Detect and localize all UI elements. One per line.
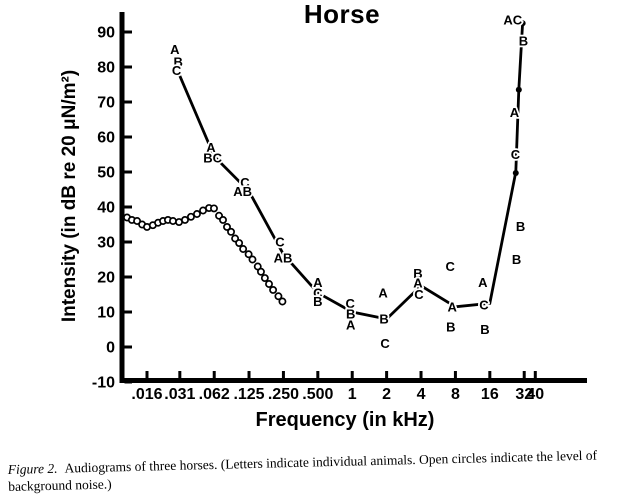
- noise-circle: [210, 204, 218, 213]
- audiogram-plot: 90 80 70 60 50 40 30 20 10 0 -10 .016.031.062.125.2…: [92, 11, 587, 403]
- animal-letter-c: C: [380, 336, 390, 351]
- animal-letter-c: C: [240, 175, 250, 190]
- animal-letter-ab: AB: [274, 250, 293, 265]
- x-tick-label: 1: [348, 386, 357, 403]
- y-tick-label: 80: [97, 60, 115, 77]
- x-tick-label: .250: [268, 386, 299, 403]
- animal-letter-b: B: [313, 294, 322, 309]
- y-tick-label: -10: [92, 375, 115, 392]
- x-tick-label: .062: [199, 386, 230, 403]
- animal-letter-a: A: [413, 275, 423, 290]
- animal-letter-b: B: [446, 320, 455, 335]
- x-tick-label: 8: [451, 386, 460, 403]
- x-tick-label: .031: [164, 386, 195, 403]
- noise-circle: [181, 215, 189, 224]
- animal-letter-a: A: [378, 285, 388, 300]
- animal-letter-c: C: [275, 235, 285, 250]
- y-tick-label: 50: [97, 165, 115, 182]
- noise-circle: [227, 227, 235, 236]
- animal-letter-c: C: [479, 298, 489, 313]
- animal-letter-a: A: [170, 42, 180, 57]
- x-tick-label: .125: [233, 386, 264, 403]
- noise-circle: [265, 280, 273, 288]
- noise-circle: [133, 217, 142, 225]
- y-tick-label: 0: [106, 340, 115, 357]
- y-tick-label: 70: [97, 95, 115, 112]
- animal-letter-b: B: [174, 54, 183, 69]
- chart-title: Horse: [303, 0, 381, 29]
- animal-letter-a: A: [478, 275, 488, 290]
- threshold-curve: [178, 23, 524, 321]
- animal-letter-b: B: [346, 306, 355, 321]
- animal-letter-b: B: [480, 322, 489, 337]
- curve-dot: [512, 170, 519, 177]
- y-tick-label: 90: [97, 25, 115, 42]
- x-tick-label: 32: [515, 386, 533, 403]
- x-tick-label: 4: [417, 386, 426, 403]
- noise-circle: [244, 250, 253, 259]
- animal-letter-c: C: [445, 259, 455, 274]
- y-tick-label: 40: [97, 200, 115, 217]
- animal-letter-c: C: [414, 287, 424, 302]
- noise-circle: [239, 245, 248, 253]
- noise-circle: [235, 239, 244, 247]
- noise-circle: [248, 255, 257, 264]
- animal-letter-a: A: [510, 105, 520, 120]
- x-axis-label: Frequency (in kHz): [255, 409, 435, 431]
- animal-letter-c: C: [313, 285, 323, 300]
- figure-caption-text: Audiograms of three horses. (Letters ind…: [8, 447, 598, 494]
- x-tick-label: 16: [481, 386, 499, 403]
- noise-circle: [260, 274, 269, 282]
- animal-letter-bc: BC: [203, 151, 222, 166]
- noise-circle: [187, 212, 195, 221]
- x-tick-label: 2: [382, 386, 391, 403]
- noise-circle: [193, 210, 201, 218]
- x-tick-label: 40: [526, 386, 544, 403]
- animal-letter-a: A: [206, 140, 216, 155]
- noise-circle: [257, 267, 265, 276]
- animal-letter-b: B: [516, 219, 525, 234]
- animal-letter-b: B: [519, 33, 528, 48]
- curve-dot: [519, 20, 526, 27]
- y-tick-label: 30: [97, 235, 115, 252]
- animal-letter-c: C: [511, 147, 521, 162]
- animal-letter-ab: AB: [233, 184, 252, 199]
- y-tick-label: 20: [97, 270, 115, 287]
- noise-circle: [269, 286, 278, 294]
- animal-letter-ac: AC: [503, 12, 522, 27]
- figure-caption-label: Figure 2.: [7, 460, 58, 478]
- curve-dot: [515, 86, 522, 93]
- noise-circle: [223, 222, 231, 231]
- x-tick-label: .016: [131, 386, 162, 403]
- animal-letter-a: A: [313, 275, 323, 290]
- noise-circle: [169, 217, 177, 225]
- y-tick-label: 60: [97, 130, 115, 147]
- noise-circle: [219, 215, 227, 224]
- y-tick-label: 10: [97, 305, 115, 322]
- figure-caption: Figure 2. Audiograms of three horses. (Le…: [8, 446, 634, 495]
- noise-circle: [278, 297, 287, 306]
- animal-letter-c: C: [172, 63, 182, 78]
- animal-letter-a: A: [346, 317, 356, 332]
- animal-letter-b: B: [413, 266, 422, 281]
- noise-circle: [274, 292, 283, 301]
- animal-letter-a: A: [448, 299, 458, 314]
- x-tick-label: .500: [302, 386, 333, 403]
- animal-letter-b: B: [512, 252, 521, 267]
- animal-letter-c: C: [346, 296, 356, 311]
- animal-letter-b: B: [379, 312, 388, 327]
